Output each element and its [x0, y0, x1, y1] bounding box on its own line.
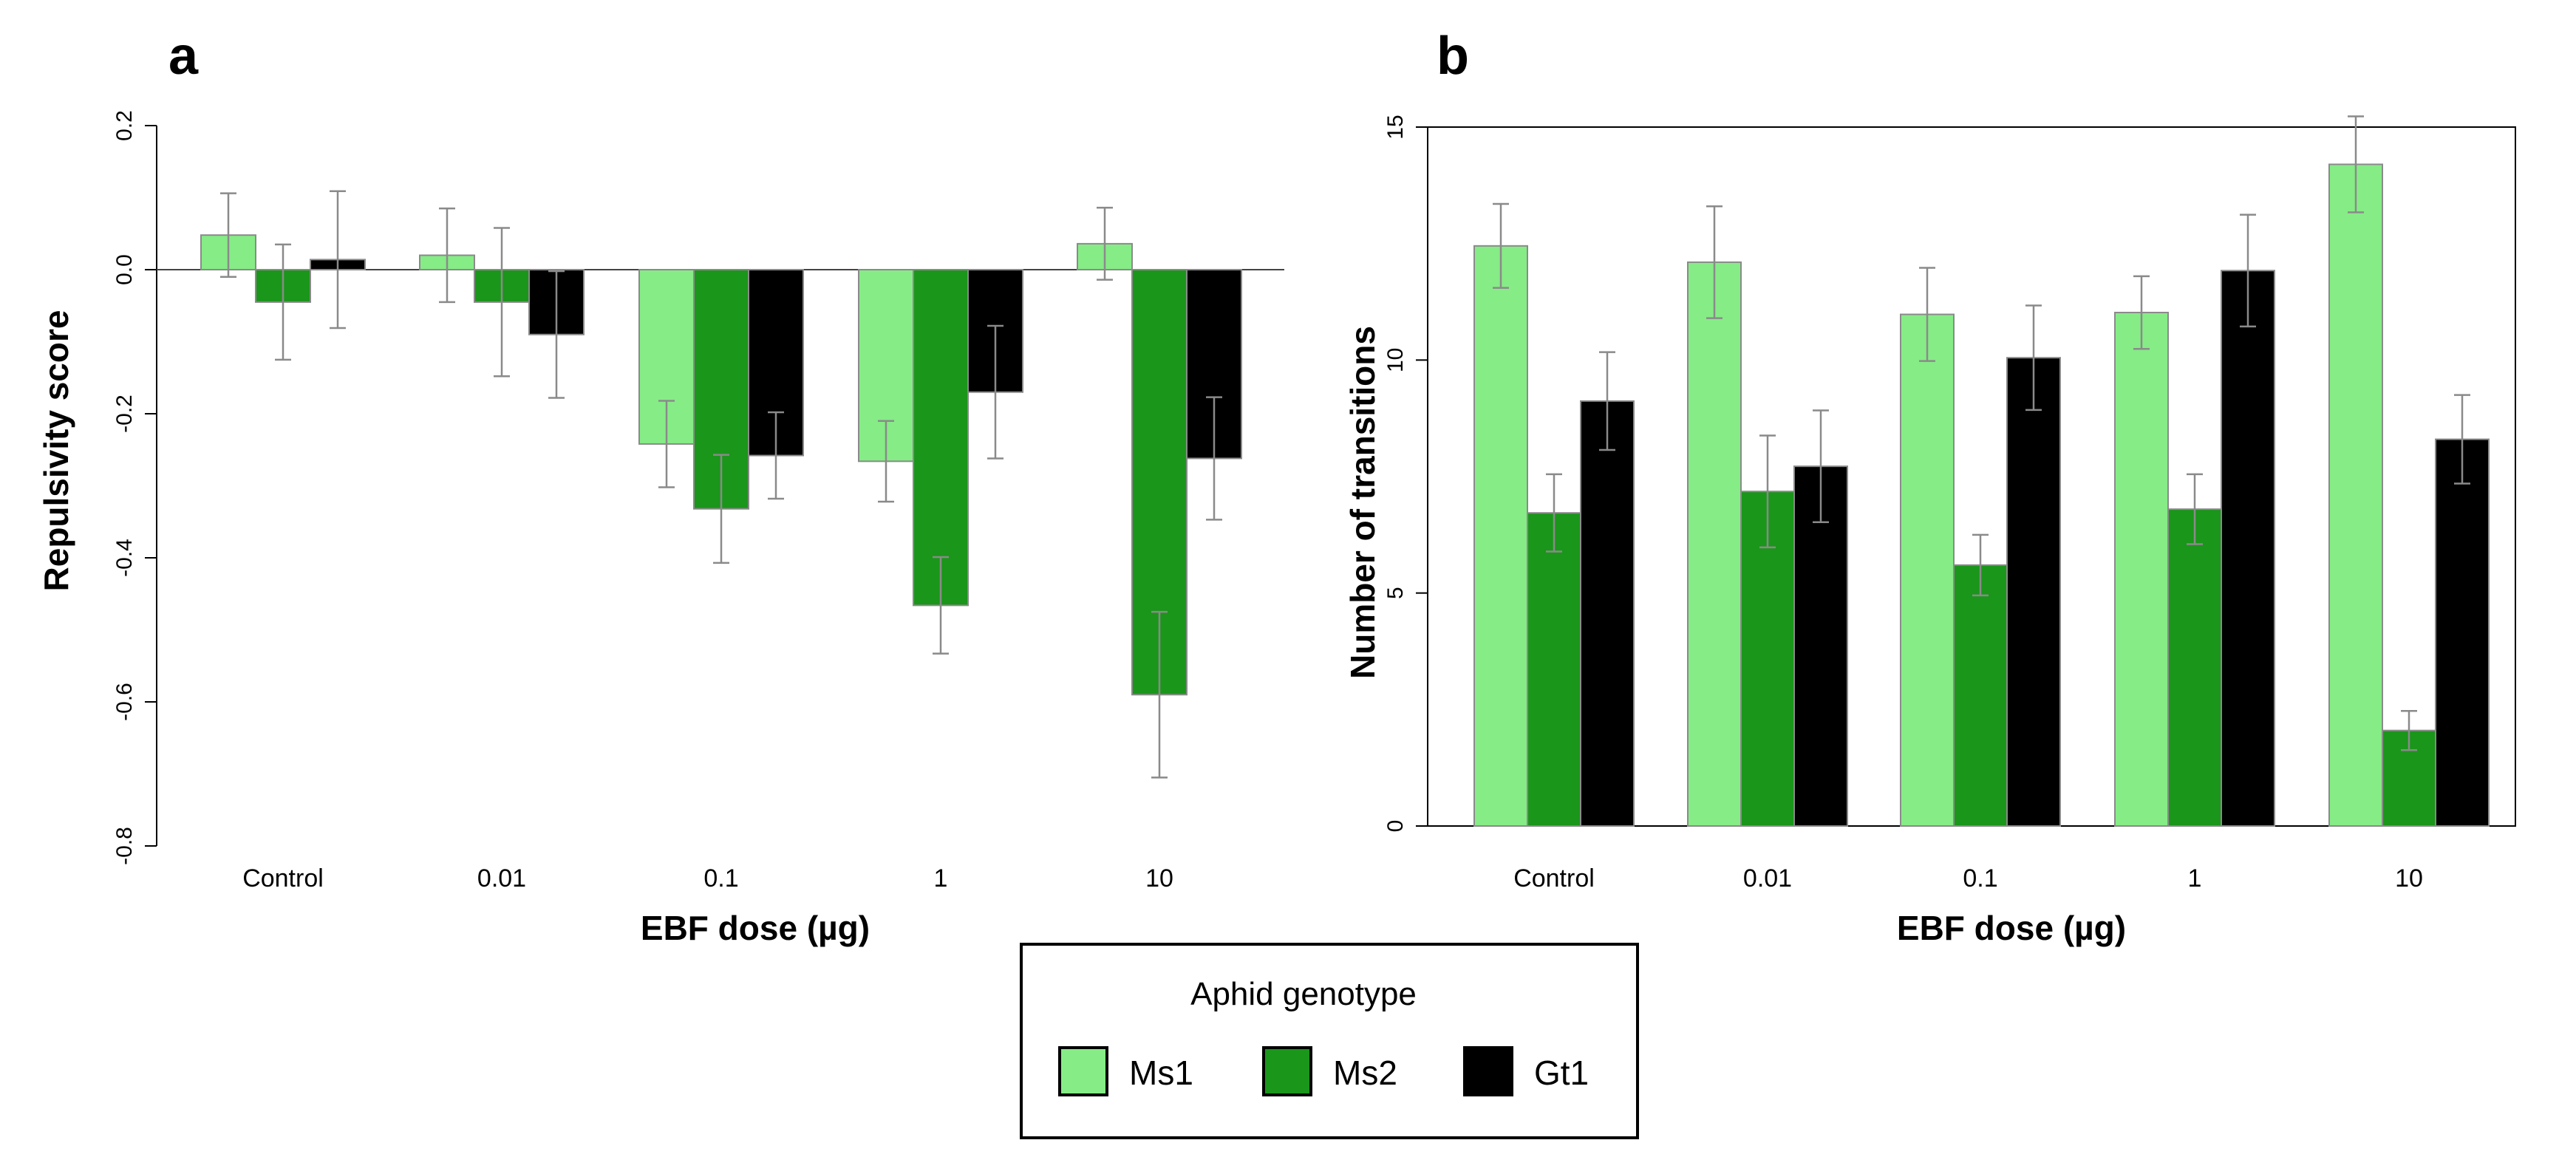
panel-a-category-label: Control [242, 864, 324, 893]
panel-a-y-tick-label: 0.2 [112, 110, 137, 141]
panel-b-y-tick-label: 10 [1383, 348, 1408, 372]
panel-b-error-bars [1493, 115, 2470, 751]
panel-b-x-axis-title: EBF dose (µg) [1897, 909, 2126, 947]
panel-a-y-tick-label: -0.6 [112, 683, 137, 721]
panel-b-y-tick-label: 5 [1383, 587, 1408, 599]
panel-b-category-label: Control [1513, 864, 1595, 893]
bar-b-ms1-1 [2114, 312, 2169, 827]
bar-b-ms1-10 [2328, 163, 2383, 827]
panel-b-category-labels: Control 0.01 0.1 1 10 [1513, 864, 2423, 893]
legend-label-gt1: Gt1 [1534, 1054, 1589, 1092]
panel-b-y-axis: 0 5 10 15 [1383, 115, 1428, 832]
panel-b-category-label: 0.01 [1743, 864, 1792, 893]
panel-a-category-labels: Control 0.01 0.1 1 10 [242, 864, 1173, 893]
legend-swatch-ms2 [1262, 1046, 1312, 1096]
bar-b-ms2-0-1 [1953, 564, 2008, 827]
legend-box [1020, 943, 1639, 1139]
legend-swatch-ms1 [1058, 1046, 1108, 1096]
bar-b-gt1-1 [2221, 270, 2275, 827]
legend: Aphid genotype Ms1 Ms2 Gt1 [1020, 943, 1639, 1139]
panel-b-letter: b [1437, 27, 1469, 86]
panel-a-y-tick-label: 0.0 [112, 254, 137, 285]
bar-b-gt1-control [1580, 400, 1635, 827]
bar-b-ms1-control [1473, 245, 1528, 827]
panel-a-y-tick-label: -0.8 [112, 827, 137, 865]
bar-b-ms1-0-1 [1900, 313, 1955, 827]
bar-b-ms1-0-01 [1687, 261, 1742, 827]
panel-b-category-label: 10 [2395, 864, 2423, 893]
bar-b-ms2-1 [2167, 508, 2222, 827]
panel-b-y-tick-label: 0 [1383, 820, 1408, 833]
panel-b-chart: b 0 5 10 15 Control 0.01 0.1 1 10 EBF dose (µg)… [1343, 27, 2516, 947]
panel-a-y-axis-title: Repulsivity score [37, 310, 75, 592]
panel-a-bars [200, 234, 1242, 696]
panel-a-error-bars [220, 190, 1222, 779]
panel-b-y-axis-title: Number of transitions [1343, 326, 1382, 679]
bar-b-ms2-control [1527, 512, 1581, 827]
panel-a-y-tick-label: -0.4 [112, 539, 137, 577]
panel-a-category-label: 1 [934, 864, 948, 893]
panel-a-category-label: 0.01 [477, 864, 526, 893]
legend-swatch-gt1 [1463, 1046, 1513, 1096]
panel-a-category-label: 10 [1145, 864, 1173, 893]
bar-b-gt1-0-01 [1793, 465, 1848, 827]
panel-a-category-label: 0.1 [703, 864, 738, 893]
bar-b-gt1-10 [2435, 438, 2490, 827]
bar-a-ms2-1 [913, 269, 969, 607]
panel-b-category-label: 1 [2188, 864, 2202, 893]
bar-b-gt1-0-1 [2006, 357, 2061, 827]
panel-b-bars [1473, 163, 2490, 827]
panel-a-chart: a -0.8 -0.6 -0.4 -0.2 0.0 0.2 Control 0.01 0.1 1… [37, 27, 1284, 947]
panel-a-y-axis: -0.8 -0.6 -0.4 -0.2 0.0 0.2 [112, 110, 157, 865]
panel-a-letter: a [168, 27, 199, 86]
legend-title: Aphid genotype [1190, 976, 1417, 1012]
panel-b-y-tick-label: 15 [1383, 115, 1408, 139]
panel-a-x-axis-title: EBF dose (µg) [641, 909, 870, 947]
panel-b-category-label: 0.1 [1963, 864, 1997, 893]
legend-label-ms1: Ms1 [1129, 1054, 1193, 1092]
legend-label-ms2: Ms2 [1333, 1054, 1397, 1092]
panel-a-y-tick-label: -0.2 [112, 395, 137, 433]
